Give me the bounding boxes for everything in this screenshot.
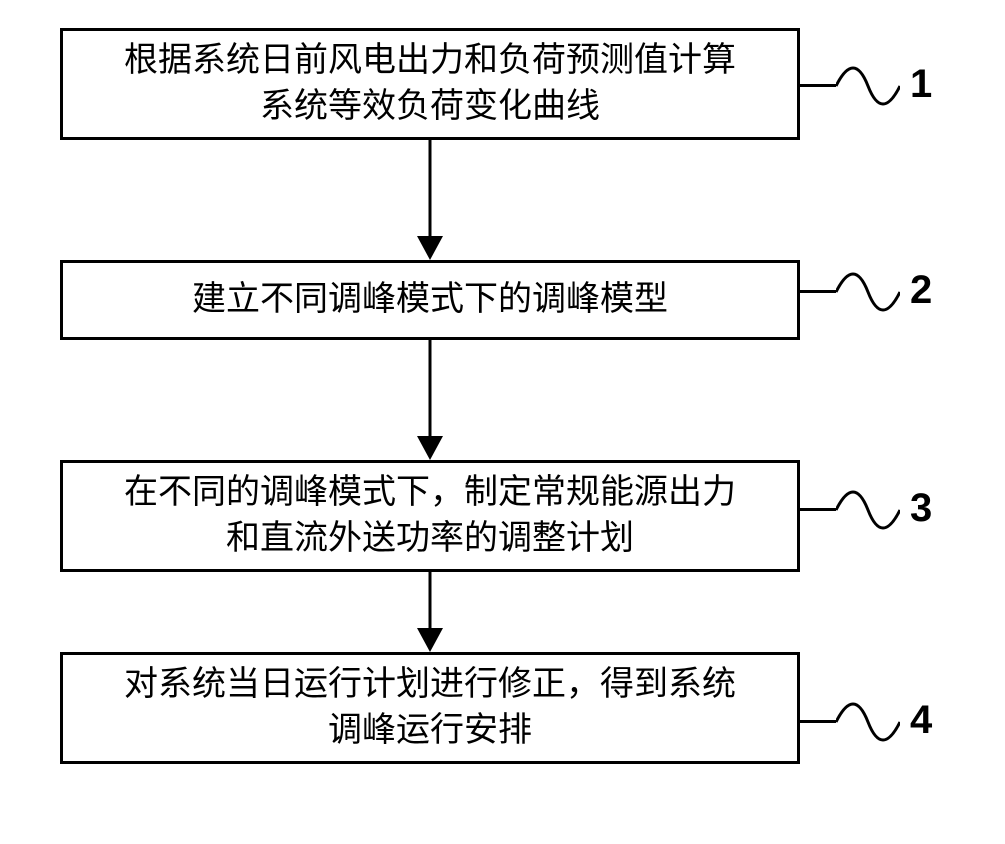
step-number-3: 3 [910, 486, 932, 531]
arrow-1-2 [415, 140, 445, 260]
flow-step-2: 建立不同调峰模式下的调峰模型 [60, 260, 800, 340]
flow-step-2-label: 建立不同调峰模式下的调峰模型 [192, 277, 668, 323]
flow-step-1: 根据系统日前风电出力和负荷预测值计算系统等效负荷变化曲线 [60, 28, 800, 140]
connector-curve-3 [836, 482, 900, 543]
step-number-4: 4 [910, 698, 932, 743]
connector-curve-1 [836, 58, 900, 119]
connector-line-1 [800, 84, 836, 87]
connector-curve-4 [836, 694, 900, 755]
arrow-3-4 [415, 572, 445, 652]
arrow-2-3 [415, 340, 445, 460]
flow-step-3: 在不同的调峰模式下，制定常规能源出力和直流外送功率的调整计划 [60, 460, 800, 572]
connector-line-4 [800, 720, 836, 723]
flow-step-4: 对系统当日运行计划进行修正，得到系统调峰运行安排 [60, 652, 800, 764]
flow-step-3-label: 在不同的调峰模式下，制定常规能源出力和直流外送功率的调整计划 [124, 470, 736, 562]
step-number-2: 2 [910, 268, 932, 313]
flowchart-container: 根据系统日前风电出力和负荷预测值计算系统等效负荷变化曲线 建立不同调峰模式下的调… [60, 28, 940, 764]
flow-step-4-label: 对系统当日运行计划进行修正，得到系统调峰运行安排 [124, 662, 736, 754]
connector-curve-2 [836, 264, 900, 325]
step-number-1: 1 [910, 62, 932, 107]
flow-step-1-label: 根据系统日前风电出力和负荷预测值计算系统等效负荷变化曲线 [124, 38, 736, 130]
connector-line-2 [800, 290, 836, 293]
connector-line-3 [800, 508, 836, 511]
